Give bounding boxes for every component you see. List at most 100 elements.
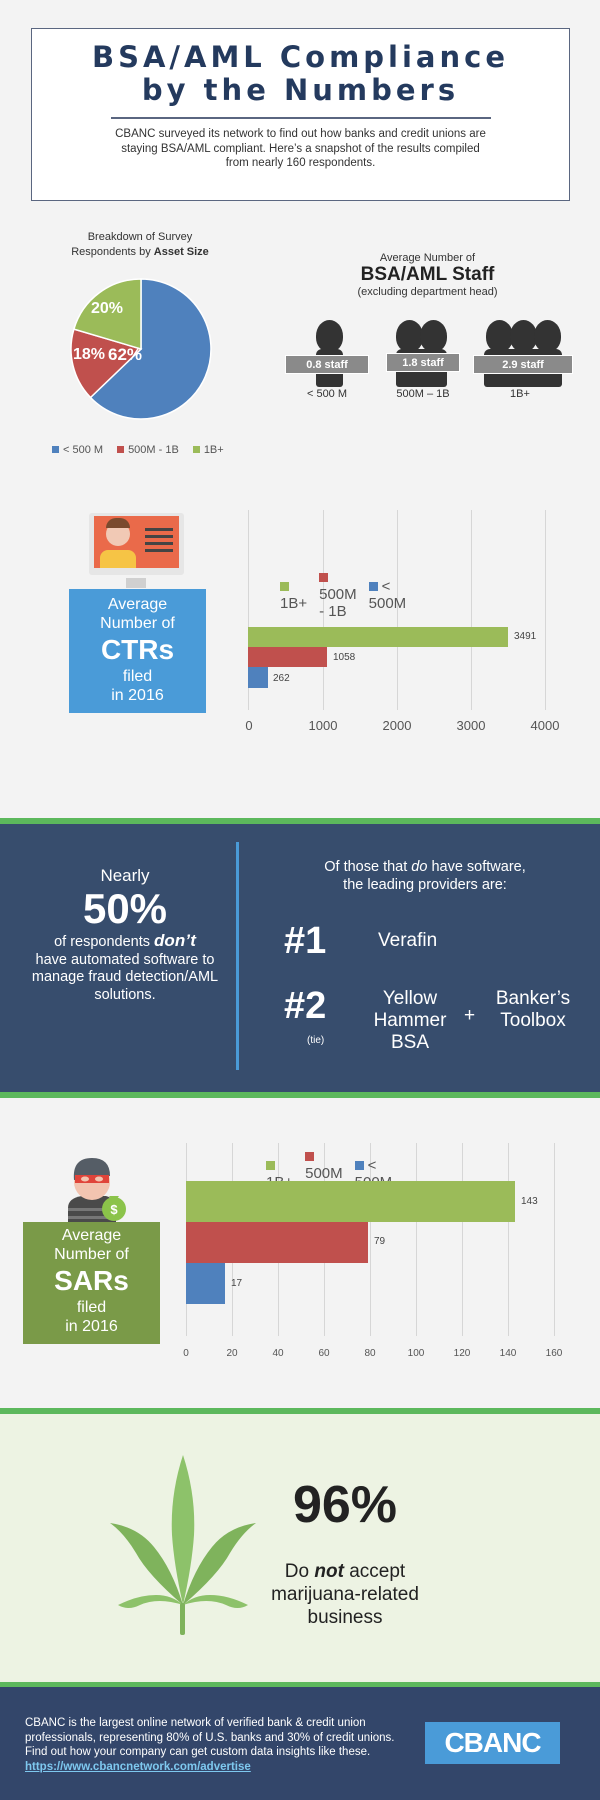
legend-item-500m-1b: 500M - 1B <box>117 444 179 456</box>
legend-swatch <box>280 581 289 591</box>
pie-slice-500m-1b <box>70 328 143 399</box>
pie-slice-1b-plus <box>72 278 142 351</box>
sar-bar-500m-1b <box>186 1222 368 1263</box>
grid-line <box>508 1143 509 1336</box>
person-icon <box>486 320 513 352</box>
legend-item-lt500m: < 500 M <box>52 444 103 456</box>
grid-line <box>416 1143 417 1336</box>
person-icon <box>510 320 537 352</box>
x-tick: 0 <box>245 718 253 733</box>
advertise-link[interactable]: https://www.cbancnetwork.com/advertise <box>25 1760 251 1773</box>
text-line-icon <box>145 549 173 552</box>
grid-line <box>545 510 546 710</box>
sar-bar-1b-plus <box>186 1181 515 1222</box>
ctr-line4: in 2016 <box>111 687 164 704</box>
sar-label-box: Average Number of SARs filed in 2016 <box>23 1222 160 1344</box>
staff-value-1b-plus: 2.9 staff <box>473 355 573 374</box>
software-description: of respondents don’t have automated soft… <box>31 931 219 1003</box>
sar-line2: Number of <box>54 1246 129 1263</box>
section-divider <box>236 842 239 1070</box>
pie-label-1b-plus: 20% <box>91 300 124 317</box>
legend-swatch <box>117 446 125 453</box>
staff-sub: Average Number of <box>379 252 476 264</box>
staff-heading: Average Number of BSA/AML Staff (excludi… <box>275 252 580 298</box>
monitor-screen <box>94 516 179 568</box>
ctr-line2: Number of <box>100 615 175 632</box>
x-tick: 4000 <box>530 718 560 733</box>
pie-title-bold: Asset Size <box>153 246 209 258</box>
marijuana-section <box>0 1408 600 1688</box>
svg-text:$: $ <box>110 1202 118 1217</box>
intro-text: CBANC surveyed its network to find out h… <box>115 128 486 169</box>
marijuana-percent: 96% <box>292 1476 398 1534</box>
ctr-label-box: Average Number of CTRs filed in 2016 <box>69 589 206 713</box>
x-tick: 20 <box>226 1348 238 1359</box>
ctr-line1: Average <box>107 596 168 613</box>
ctr-bar-500m-1b <box>248 647 327 667</box>
pie-chart <box>70 278 212 420</box>
x-tick: 0 <box>183 1348 189 1359</box>
cbanc-logo: CBANC <box>425 1722 560 1764</box>
ctr-legend: 1B+ 500M - 1B < 500M <box>280 569 406 620</box>
legend-swatch <box>192 446 200 453</box>
providers-heading: Of those that do have software, the lead… <box>324 859 526 893</box>
sar-big: SARs <box>54 1265 129 1296</box>
sar-bar-lt500m <box>186 1263 225 1304</box>
x-tick: 60 <box>318 1348 330 1359</box>
pie-chart-title: Breakdown of Survey Respondents by Asset… <box>50 230 230 260</box>
ctr-value-1b-plus: 3491 <box>514 631 537 642</box>
ctr-bar-1b-plus <box>248 627 508 647</box>
x-tick: 1000 <box>308 718 338 733</box>
person-icon <box>534 320 561 352</box>
x-tick: 160 <box>545 1348 563 1359</box>
rank-2: #2 <box>284 985 327 1027</box>
legend-swatch <box>52 446 59 453</box>
thief-icon: $ <box>68 1158 126 1225</box>
staff-note: (excluding department head) <box>357 286 498 298</box>
staff-category-500m-1b: 500M – 1B <box>396 388 450 400</box>
pie-title-line-1: Breakdown of Survey <box>87 231 193 243</box>
ctr-value-lt500m: 262 <box>273 673 290 684</box>
sar-value-1b-plus: 143 <box>521 1196 538 1207</box>
ctr-big: CTRs <box>100 634 175 665</box>
avatar-shirt <box>100 550 136 568</box>
x-tick: 100 <box>407 1348 425 1359</box>
provider-verafin: Verafin <box>378 930 438 951</box>
staff-title: BSA/AML Staff <box>360 264 495 285</box>
grid-line <box>248 510 249 710</box>
fifty-percent: 50% <box>82 885 168 932</box>
staff-category-lt500m: < 500 M <box>306 388 348 400</box>
person-icon <box>316 320 343 352</box>
text-line-icon <box>145 528 173 531</box>
person-icon <box>420 320 447 352</box>
sar-value-500m-1b: 79 <box>374 1236 386 1247</box>
page-title: BSA/AML Compliance by the Numbers <box>32 41 569 107</box>
title-divider <box>110 117 491 119</box>
text-line-icon <box>145 542 173 545</box>
legend-item-500m-1b: 500M - 1B <box>319 569 357 620</box>
ctr-bar-lt500m <box>248 667 268 688</box>
grid-line <box>462 1143 463 1336</box>
grid-line <box>370 1143 371 1336</box>
x-tick: 40 <box>272 1348 284 1359</box>
footer-text: CBANC is the largest online network of v… <box>25 1717 395 1773</box>
tie-label: (tie) <box>307 1035 325 1046</box>
provider-yellow-hammer: Yellow Hammer BSA <box>373 988 447 1053</box>
legend-swatch <box>266 1160 275 1170</box>
nearly-text: Nearly <box>100 866 150 885</box>
monitor-stand <box>126 578 146 588</box>
text-line-icon <box>145 535 173 538</box>
staff-value-500m-1b: 1.8 staff <box>386 353 460 372</box>
legend-item-1b-plus: 1B+ <box>192 444 224 456</box>
cannabis-leaf-icon <box>110 1455 256 1635</box>
staff-category-1b-plus: 1B+ <box>510 388 530 400</box>
grid-line <box>471 510 472 710</box>
ctr-value-500m-1b: 1058 <box>333 652 356 663</box>
sar-line4: in 2016 <box>65 1318 118 1335</box>
provider-bankers-toolbox: Banker’s Toolbox <box>495 988 571 1031</box>
grid-line <box>323 510 324 710</box>
header-box: BSA/AML Compliance by the Numbers CBANC … <box>31 28 570 201</box>
title-line-2: by the Numbers <box>141 73 460 107</box>
grid-line <box>397 510 398 710</box>
marijuana-description: Do not accept marijuana-related business <box>271 1561 419 1628</box>
